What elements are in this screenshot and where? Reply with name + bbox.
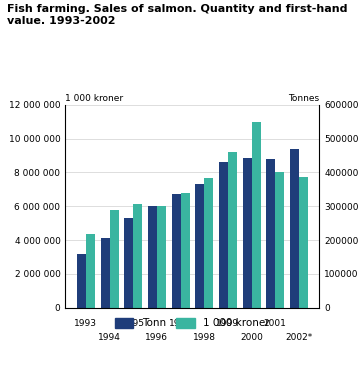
Bar: [242, 158, 252, 308]
Bar: [252, 122, 261, 308]
Text: 1999: 1999: [216, 319, 239, 328]
Bar: [124, 218, 133, 308]
Text: 1997: 1997: [169, 319, 192, 328]
Bar: [86, 234, 95, 308]
Bar: [290, 149, 299, 308]
Bar: [148, 206, 157, 308]
Text: 1994: 1994: [98, 333, 121, 342]
Text: 1995: 1995: [122, 319, 145, 328]
Text: 1996: 1996: [146, 333, 168, 342]
Bar: [180, 193, 189, 308]
Bar: [204, 178, 213, 308]
Text: 1 000 kroner: 1 000 kroner: [65, 94, 123, 103]
Text: 2002*: 2002*: [285, 333, 313, 342]
Legend: Tonn, 1 000 kroner: Tonn, 1 000 kroner: [111, 314, 274, 333]
Bar: [219, 162, 228, 308]
Bar: [266, 159, 275, 308]
Bar: [110, 210, 119, 308]
Text: 1998: 1998: [193, 333, 216, 342]
Text: Fish farming. Sales of salmon. Quantity and first-hand
value. 1993-2002: Fish farming. Sales of salmon. Quantity …: [7, 4, 348, 26]
Text: 2000: 2000: [240, 333, 263, 342]
Bar: [101, 238, 110, 308]
Bar: [299, 177, 308, 308]
Bar: [133, 204, 142, 308]
Bar: [172, 194, 180, 308]
Text: Tonnes: Tonnes: [288, 94, 319, 103]
Bar: [275, 172, 284, 308]
Bar: [157, 206, 166, 308]
Bar: [228, 152, 237, 308]
Text: 1993: 1993: [74, 319, 97, 328]
Bar: [195, 184, 204, 308]
Bar: [77, 254, 86, 308]
Text: 2001: 2001: [264, 319, 287, 328]
